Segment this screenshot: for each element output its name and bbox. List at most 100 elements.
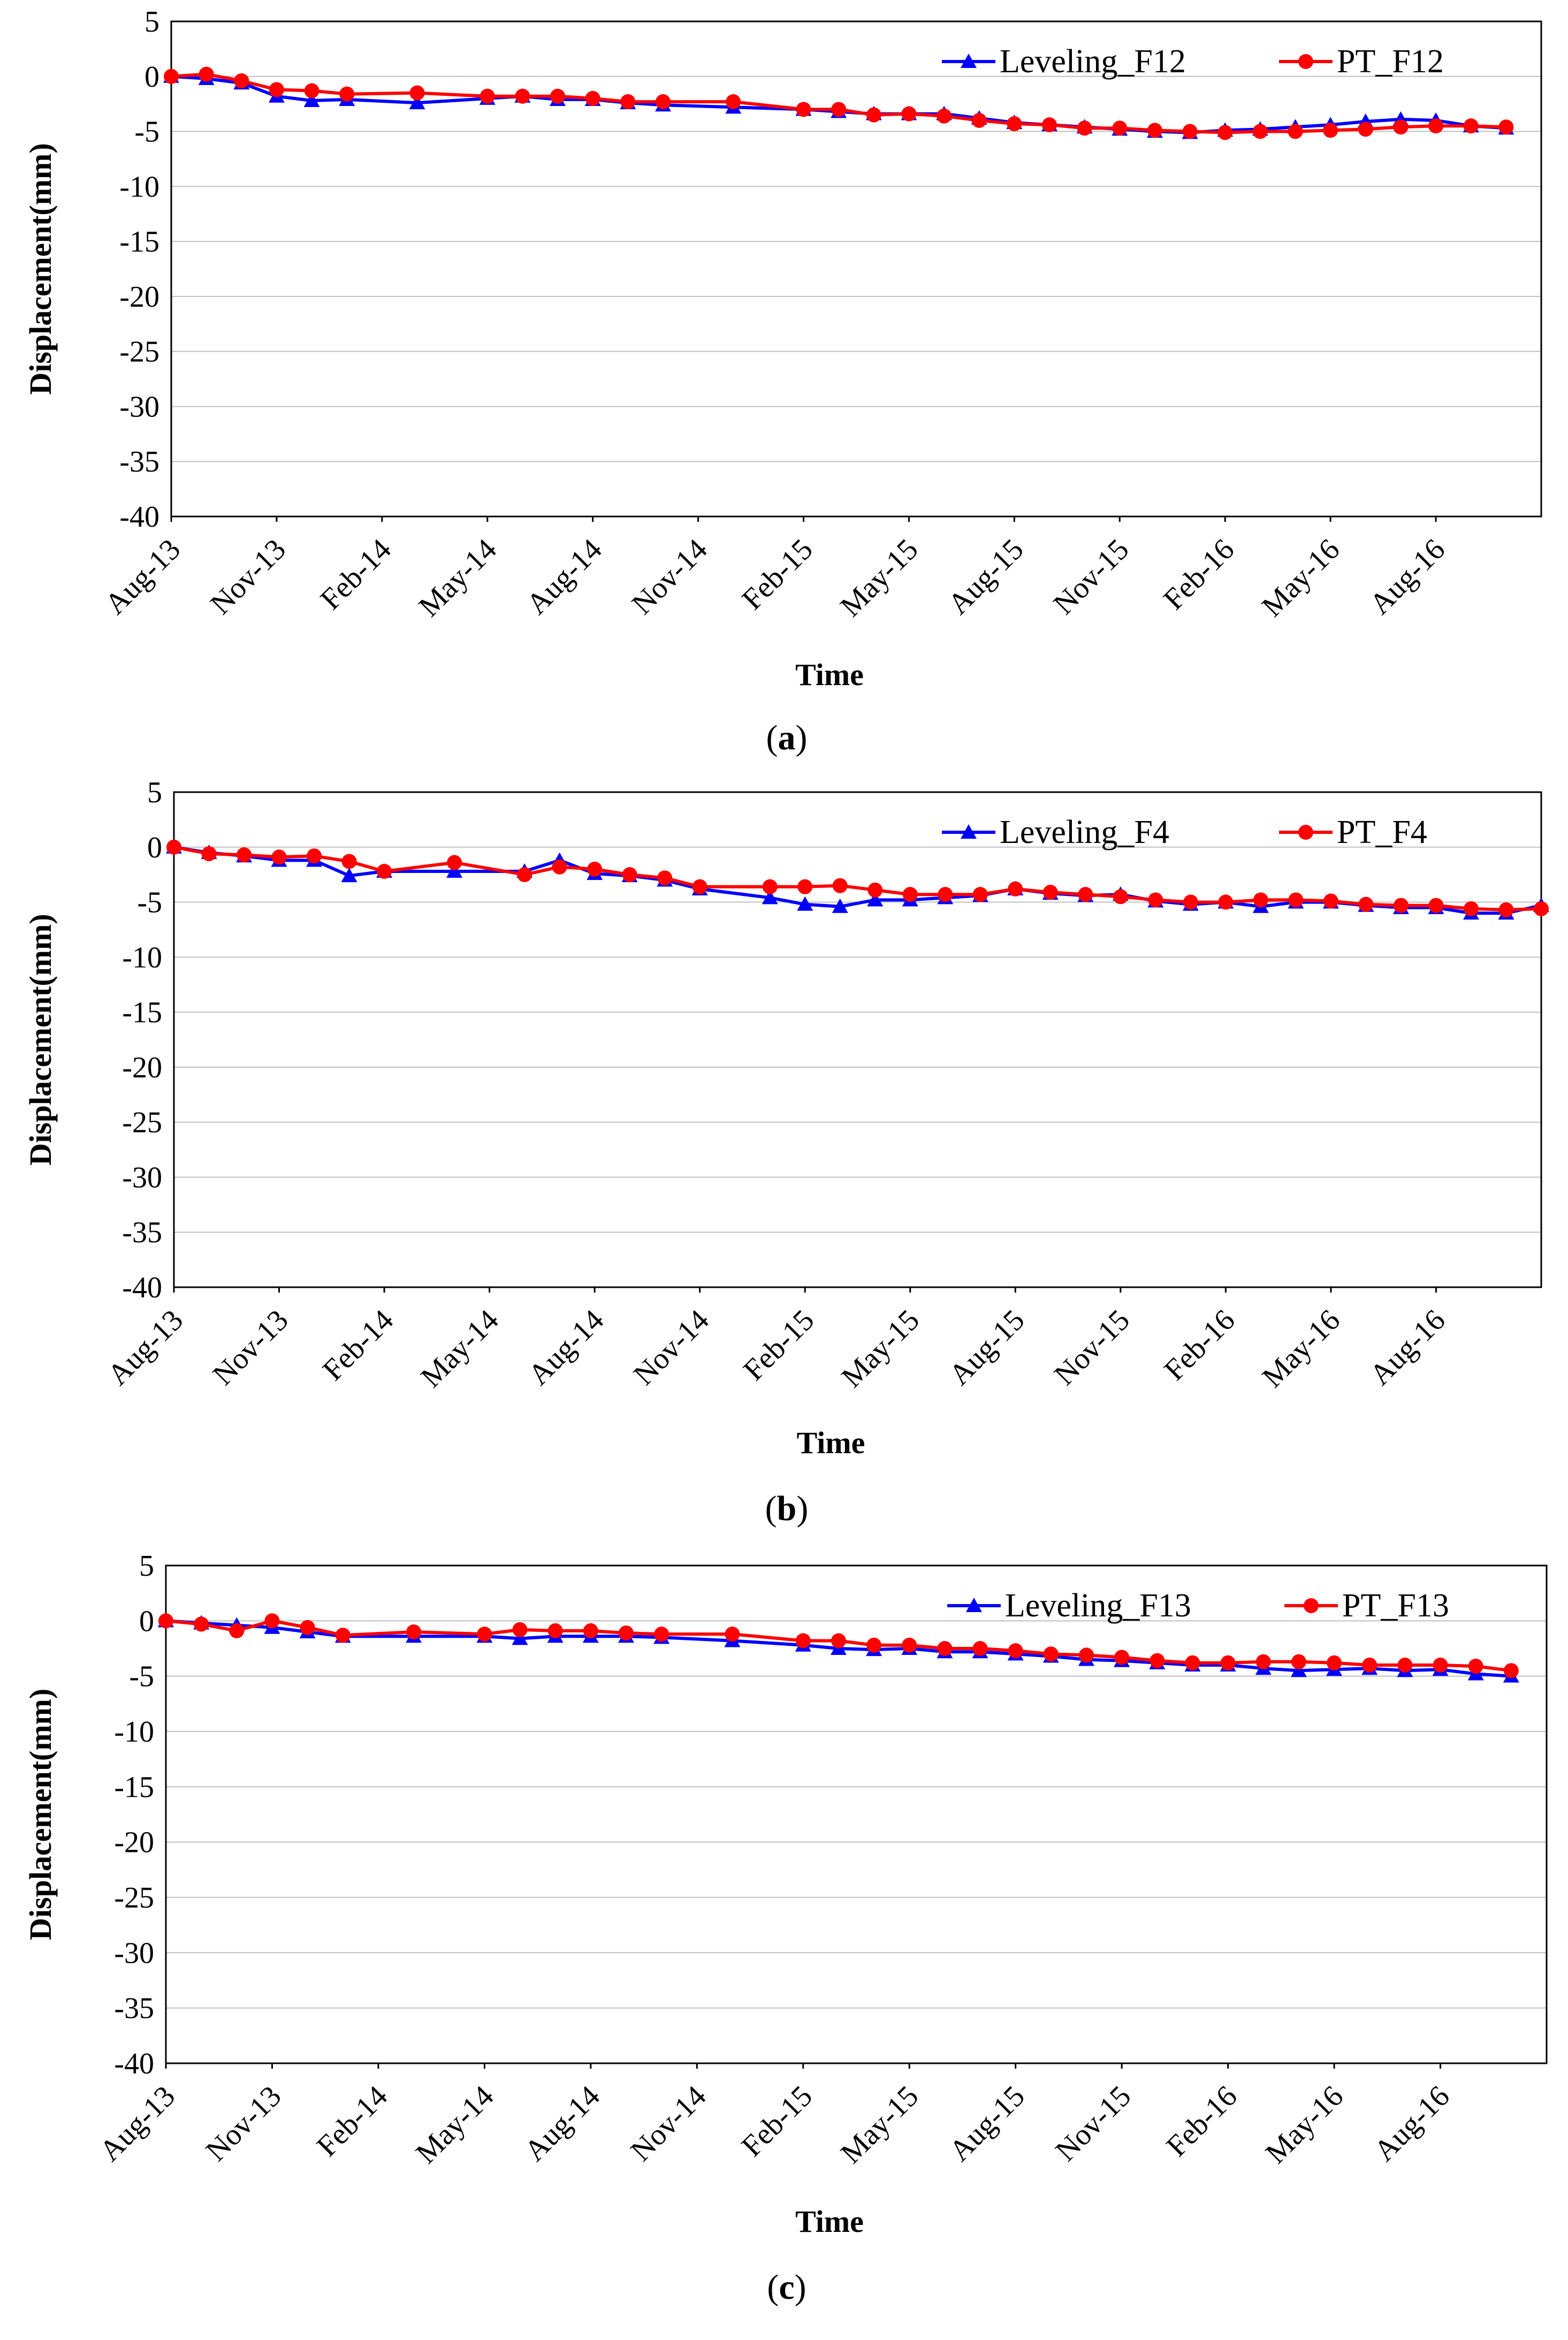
- data-point: [657, 870, 673, 886]
- data-point: [1428, 898, 1444, 913]
- plot-area: [170, 20, 1542, 518]
- y-axis-title: Displacement(mm): [23, 1689, 58, 1940]
- x-tick-label: Aug-14: [520, 533, 608, 621]
- x-tick-label: Aug-13: [93, 2079, 181, 2168]
- data-point: [166, 839, 181, 855]
- x-tick-label: Feb-15: [735, 2079, 819, 2163]
- series-PT_F4: [166, 839, 1549, 917]
- data-point: [1150, 1653, 1165, 1668]
- data-point: [304, 83, 319, 98]
- data-point: [1252, 124, 1268, 139]
- y-axis-title: Displacement(mm): [23, 914, 58, 1165]
- y-tick-label: -10: [122, 941, 162, 974]
- x-tick-label: Nov-14: [627, 1303, 716, 1392]
- x-tick-label: Aug-15: [943, 2079, 1031, 2168]
- data-point: [585, 90, 600, 106]
- series-PT_F12: [164, 66, 1514, 140]
- data-point: [901, 106, 917, 121]
- data-point: [307, 848, 322, 864]
- legend-item: PT_F4: [1279, 814, 1427, 850]
- data-point: [1397, 1658, 1413, 1673]
- data-point: [938, 887, 953, 902]
- data-point: [902, 887, 918, 902]
- x-tick-label: Feb-14: [316, 1303, 400, 1387]
- data-point: [447, 855, 462, 870]
- x-tick-label: Aug-13: [98, 533, 187, 621]
- data-point: [1463, 118, 1479, 134]
- data-point: [620, 94, 636, 110]
- series-PT_F13: [158, 1613, 1519, 1678]
- data-point: [164, 69, 179, 84]
- y-tick-label: -30: [119, 390, 159, 423]
- data-point: [1042, 117, 1057, 133]
- x-tick-label: Aug-15: [942, 533, 1030, 621]
- data-point: [341, 868, 357, 883]
- data-point: [477, 1627, 492, 1642]
- y-tick-label: -35: [114, 1992, 154, 2025]
- data-point: [1008, 1643, 1023, 1659]
- data-point: [866, 107, 881, 123]
- data-point: [1498, 902, 1514, 917]
- x-axis-title: Time: [795, 657, 864, 692]
- data-point: [583, 1623, 598, 1638]
- x-tick-label: May-14: [409, 2079, 500, 2170]
- y-tick-label: 0: [147, 831, 162, 864]
- data-point: [377, 864, 392, 879]
- legend-item: PT_F13: [1284, 1587, 1449, 1624]
- data-point: [1007, 116, 1022, 132]
- legend-label: Leveling_F4: [1000, 814, 1169, 850]
- x-tick-label: Nov-15: [1049, 2079, 1138, 2168]
- panel-letter: a: [778, 718, 796, 757]
- data-point: [1288, 124, 1303, 139]
- data-point: [229, 1623, 245, 1638]
- data-point: [547, 1623, 563, 1638]
- x-tick-label: May-14: [415, 1303, 505, 1394]
- data-point: [866, 1637, 882, 1653]
- series-Leveling_F4: [166, 839, 1549, 920]
- data-point: [479, 88, 495, 104]
- x-tick-label: Nov-15: [1048, 1303, 1136, 1392]
- y-tick-label: -25: [119, 336, 159, 369]
- data-point: [158, 1613, 173, 1629]
- data-point: [199, 66, 214, 82]
- x-tick-label: May-15: [834, 2079, 925, 2170]
- data-point: [725, 1627, 740, 1642]
- x-tick-label: Aug-16: [1363, 533, 1451, 621]
- data-point: [1503, 1663, 1519, 1678]
- data-point: [1323, 893, 1338, 909]
- x-axis-title: Time: [795, 2204, 864, 2239]
- x-tick-label: Feb-15: [736, 533, 819, 616]
- x-tick-label: Aug-13: [101, 1303, 189, 1392]
- x-tick-label: May-15: [835, 1303, 926, 1394]
- data-point: [587, 861, 603, 877]
- data-point: [795, 1633, 811, 1648]
- x-tick-label: Feb-16: [1160, 2079, 1244, 2163]
- data-point: [409, 85, 425, 101]
- data-point: [692, 879, 707, 894]
- x-tick-label: Nov-14: [625, 2079, 713, 2168]
- data-point: [517, 867, 532, 883]
- data-point: [1358, 897, 1374, 912]
- plot-area: [173, 791, 1542, 1288]
- y-tick-label: -15: [119, 225, 159, 259]
- data-point: [1290, 1662, 1307, 1677]
- legend-marker: [1304, 1598, 1319, 1613]
- panel-letter: c: [779, 2268, 794, 2307]
- data-point: [937, 1641, 953, 1656]
- y-axis-title: Displacement(mm): [23, 143, 58, 394]
- data-point: [1079, 1647, 1094, 1663]
- y-tick-label: -20: [119, 280, 159, 314]
- data-point: [971, 113, 987, 128]
- data-point: [1008, 881, 1023, 897]
- legend-marker: [1298, 54, 1313, 69]
- data-point: [1217, 125, 1233, 140]
- data-point: [1147, 123, 1162, 138]
- plot-area: [165, 1564, 1548, 2064]
- legend-marker: [961, 54, 977, 68]
- data-point: [300, 1620, 315, 1635]
- data-point: [1185, 1655, 1200, 1670]
- data-point: [446, 863, 463, 878]
- data-point: [1077, 120, 1092, 136]
- data-point: [1113, 889, 1128, 905]
